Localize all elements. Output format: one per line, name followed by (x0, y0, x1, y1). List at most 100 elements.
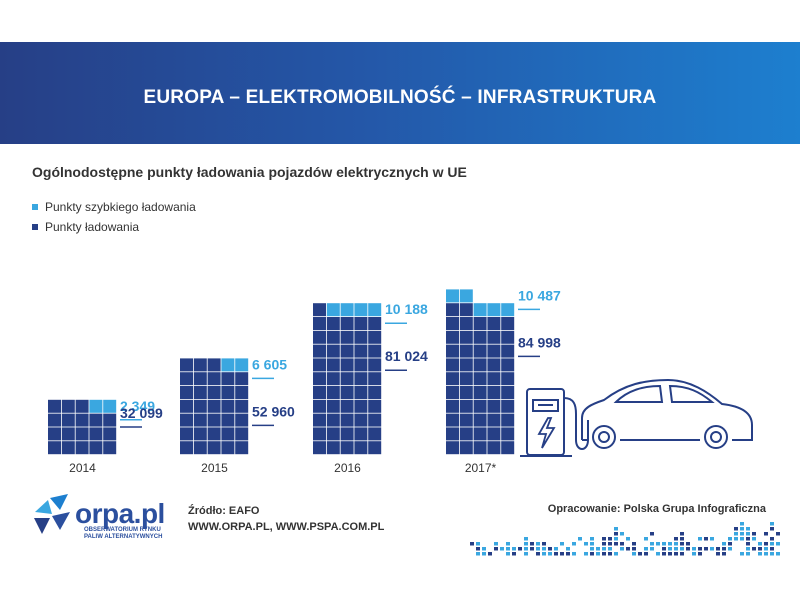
fast-unit-square (340, 303, 354, 317)
regular-unit-square (180, 372, 193, 386)
regular-unit-square (446, 358, 459, 372)
regular-unit-square (326, 358, 340, 372)
regular-unit-square (487, 358, 501, 372)
regular-unit-square (180, 427, 193, 441)
chart-subtitle: Ogólnodostępne punkty ładowania pojazdów… (32, 164, 467, 180)
regular-unit-square (235, 427, 249, 441)
regular-unit-square (75, 413, 89, 427)
regular-unit-square (459, 413, 473, 427)
regular-unit-square (368, 427, 382, 441)
regular-unit-square (221, 372, 235, 386)
regular-unit-square (235, 386, 249, 399)
regular-unit-square (207, 358, 221, 372)
regular-unit-square (193, 441, 207, 455)
regular-unit-square (459, 399, 473, 413)
regular-unit-square (221, 386, 235, 399)
regular-unit-square (61, 413, 75, 427)
regular-unit-square (473, 344, 487, 358)
regular-unit-square (313, 372, 326, 386)
fast-unit-square (235, 358, 249, 372)
regular-unit-square (313, 330, 326, 344)
regular-unit-square (340, 330, 354, 344)
regular-unit-square (61, 399, 75, 413)
regular-unit-square (221, 399, 235, 413)
x-tick-label: 2015 (201, 461, 228, 475)
regular-unit-square (193, 413, 207, 427)
credit-name: Polska Grupa Infograficzna (623, 503, 766, 515)
regular-unit-square (326, 427, 340, 441)
fast-unit-square (446, 289, 459, 303)
regular-unit-square (75, 427, 89, 441)
regular-unit-square (354, 372, 368, 386)
bar-group-3 (446, 289, 515, 455)
regular-unit-square (180, 358, 193, 372)
regular-unit-square (340, 358, 354, 372)
regular-unit-square (487, 372, 501, 386)
regular-unit-square (340, 344, 354, 358)
regular-unit-square (313, 413, 326, 427)
regular-unit-square (473, 413, 487, 427)
regular-unit-square (326, 317, 340, 330)
fast-unit-square (368, 303, 382, 317)
regular-unit-square (354, 330, 368, 344)
regular-unit-square (48, 399, 61, 413)
regular-unit-square (459, 386, 473, 399)
regular-unit-square (446, 413, 459, 427)
orpa-logo-icon (34, 494, 70, 534)
regular-unit-square (459, 303, 473, 317)
regular-unit-square (501, 386, 515, 399)
fast-unit-square (473, 303, 487, 317)
regular-unit-square (313, 441, 326, 455)
regular-unit-square (487, 317, 501, 330)
car-icon (581, 378, 753, 449)
bar-group-0 (48, 399, 117, 455)
regular-unit-square (487, 330, 501, 344)
regular-unit-square (368, 399, 382, 413)
regular-unit-square (473, 358, 487, 372)
regular-unit-square (193, 372, 207, 386)
regular-unit-square (207, 413, 221, 427)
regular-unit-square (313, 399, 326, 413)
regular-unit-square (89, 413, 103, 427)
regular-unit-square (180, 413, 193, 427)
regular-unit-square (446, 344, 459, 358)
regular-unit-square (326, 386, 340, 399)
regular-unit-square (326, 344, 340, 358)
regular-unit-square (459, 317, 473, 330)
regular-unit-square (221, 427, 235, 441)
regular-unit-square (368, 386, 382, 399)
regular-unit-square (473, 317, 487, 330)
fast-unit-square (354, 303, 368, 317)
data-label-fast: 6 605 (252, 356, 287, 372)
regular-unit-square (473, 386, 487, 399)
x-tick-label: 2016 (334, 461, 361, 475)
regular-unit-square (459, 372, 473, 386)
regular-unit-square (207, 386, 221, 399)
regular-unit-square (89, 427, 103, 441)
regular-unit-square (207, 441, 221, 455)
regular-unit-square (487, 413, 501, 427)
regular-unit-square (501, 372, 515, 386)
charging-station-icon (520, 388, 589, 457)
regular-unit-square (501, 344, 515, 358)
regular-unit-square (473, 441, 487, 455)
data-label-regular: 52 960 (252, 403, 295, 419)
logo-subtext: OBSERWATORIUM RYNKU PALIW ALTERNATYWNYCH (84, 527, 163, 540)
regular-unit-square (446, 317, 459, 330)
regular-unit-square (340, 372, 354, 386)
source-label: Źródło: EAFO (188, 505, 260, 517)
regular-unit-square (446, 427, 459, 441)
regular-unit-square (193, 427, 207, 441)
regular-unit-square (48, 413, 61, 427)
regular-unit-square (459, 358, 473, 372)
regular-unit-square (207, 399, 221, 413)
regular-unit-square (193, 358, 207, 372)
regular-unit-square (501, 330, 515, 344)
regular-unit-square (446, 303, 459, 317)
legend-label-regular: Punkty ładowania (45, 220, 140, 234)
regular-unit-square (459, 427, 473, 441)
regular-unit-square (501, 358, 515, 372)
data-label-regular: 84 998 (518, 334, 561, 350)
regular-unit-square (221, 441, 235, 455)
